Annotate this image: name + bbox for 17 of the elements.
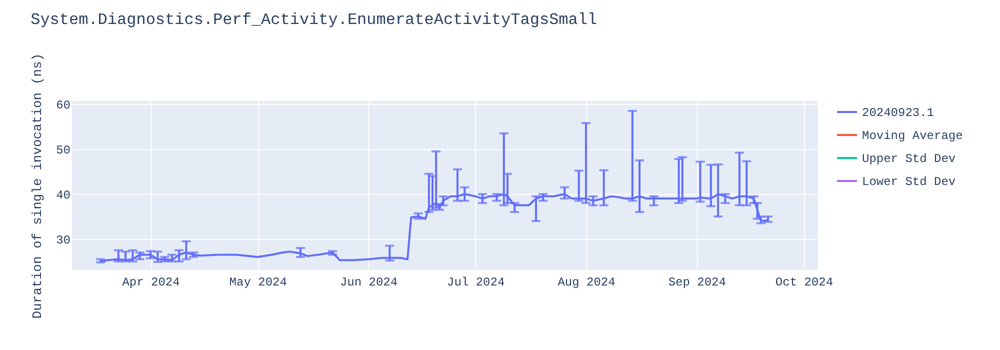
legend-label: 20240923.1 xyxy=(862,106,934,120)
x-tick-label: May 2024 xyxy=(229,276,287,290)
x-tick-label: Oct 2024 xyxy=(775,276,834,290)
x-tick-label: Apr 2024 xyxy=(122,276,180,290)
y-tick-label: 40 xyxy=(56,188,70,203)
y-tick-label: 50 xyxy=(56,144,70,158)
legend-label: Lower Std Dev xyxy=(862,175,956,189)
x-tick-label: Jun 2024 xyxy=(340,276,398,290)
legend-label: Upper Std Dev xyxy=(862,152,956,166)
y-axis-title: Duration of single invocation (ns) xyxy=(30,53,46,319)
x-tick-label: Aug 2024 xyxy=(558,276,616,290)
y-tick-label: 60 xyxy=(56,98,70,113)
legend-label: Moving Average xyxy=(862,129,963,143)
chart-title: System.Diagnostics.Perf_Activity.EnumerateActivityTagsSmall xyxy=(30,10,598,29)
y-tick-label: 30 xyxy=(56,233,70,248)
x-tick-label: Sep 2024 xyxy=(668,276,726,290)
x-tick-label: Jul 2024 xyxy=(447,276,505,290)
